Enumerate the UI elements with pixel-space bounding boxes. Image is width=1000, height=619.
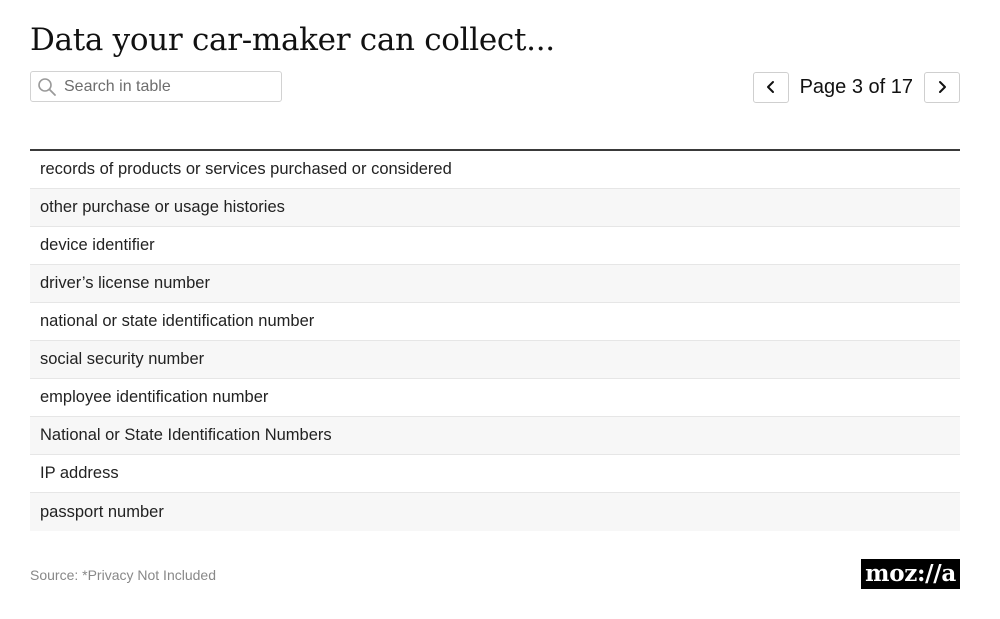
search-icon [36, 76, 58, 98]
table-row: National or State Identification Numbers [30, 417, 960, 455]
table-row: driver’s license number [30, 265, 960, 303]
table-row: IP address [30, 455, 960, 493]
table-row: national or state identification number [30, 303, 960, 341]
page-indicator: Page 3 of 17 [799, 75, 913, 98]
source-note: Source: *Privacy Not Included [30, 567, 216, 583]
search-box[interactable] [30, 71, 282, 102]
previous-page-button[interactable] [752, 71, 789, 103]
search-input[interactable] [64, 77, 264, 96]
next-page-button[interactable] [924, 71, 960, 103]
table-row: social security number [30, 341, 960, 379]
table-row: device identifier [30, 227, 960, 265]
pagination: Page 3 of 17 [752, 71, 960, 103]
table-row: passport number [30, 493, 960, 531]
table-row: other purchase or usage histories [30, 189, 960, 227]
data-table: records of products or services purchase… [30, 149, 960, 531]
chevron-left-icon [766, 81, 774, 93]
table-row: records of products or services purchase… [30, 151, 960, 189]
page-title: Data your car-maker can collect... [30, 22, 555, 58]
chevron-right-icon [939, 81, 946, 93]
table-row: employee identification number [30, 379, 960, 417]
mozilla-logo: moz://a [861, 559, 960, 589]
